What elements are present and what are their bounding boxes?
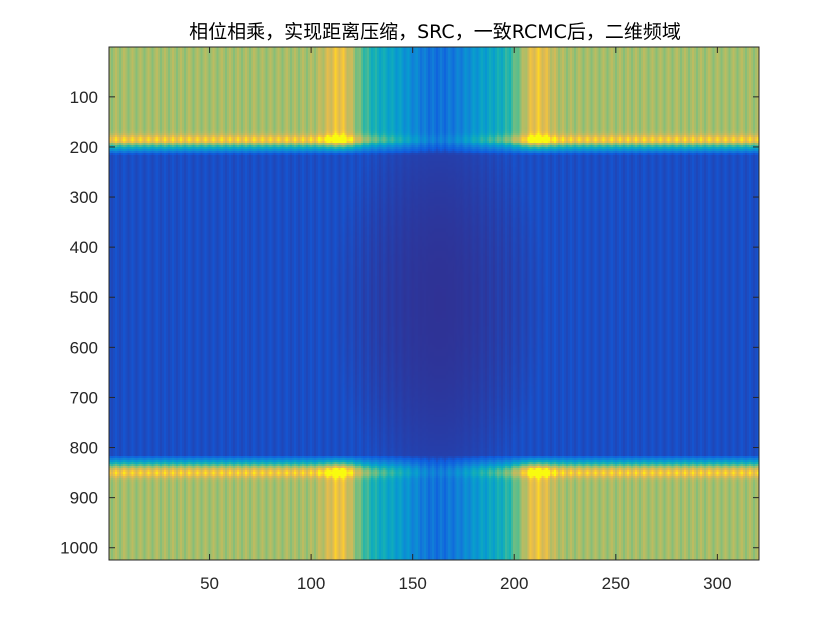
y-tick-label: 100 — [70, 88, 98, 107]
plot-area — [108, 46, 760, 561]
x-tick-label: 50 — [200, 574, 219, 593]
x-axis: 50 100 150 200 250 300 — [200, 47, 732, 593]
x-tick-label: 100 — [297, 574, 325, 593]
y-tick-label: 1000 — [60, 539, 98, 558]
y-tick-label: 400 — [70, 238, 98, 257]
x-tick-label: 300 — [703, 574, 731, 593]
y-tick-label: 200 — [70, 138, 98, 157]
y-tick-label: 700 — [70, 388, 98, 407]
y-tick-label: 800 — [70, 439, 98, 458]
y-tick-label: 900 — [70, 489, 98, 508]
y-axis: 100 200 300 400 500 600 700 800 900 1000 — [60, 88, 759, 558]
plot-frame — [108, 46, 760, 561]
x-tick-label: 150 — [398, 574, 426, 593]
y-tick-label: 300 — [70, 188, 98, 207]
x-tick-label: 250 — [602, 574, 630, 593]
chart-title: 相位相乘，实现距离压缩，SRC，一致RCMC后，二维频域 — [189, 21, 681, 43]
heatmap-image — [109, 47, 759, 560]
y-tick-label: 500 — [70, 288, 98, 307]
x-tick-label: 200 — [500, 574, 528, 593]
y-tick-label: 600 — [70, 338, 98, 357]
